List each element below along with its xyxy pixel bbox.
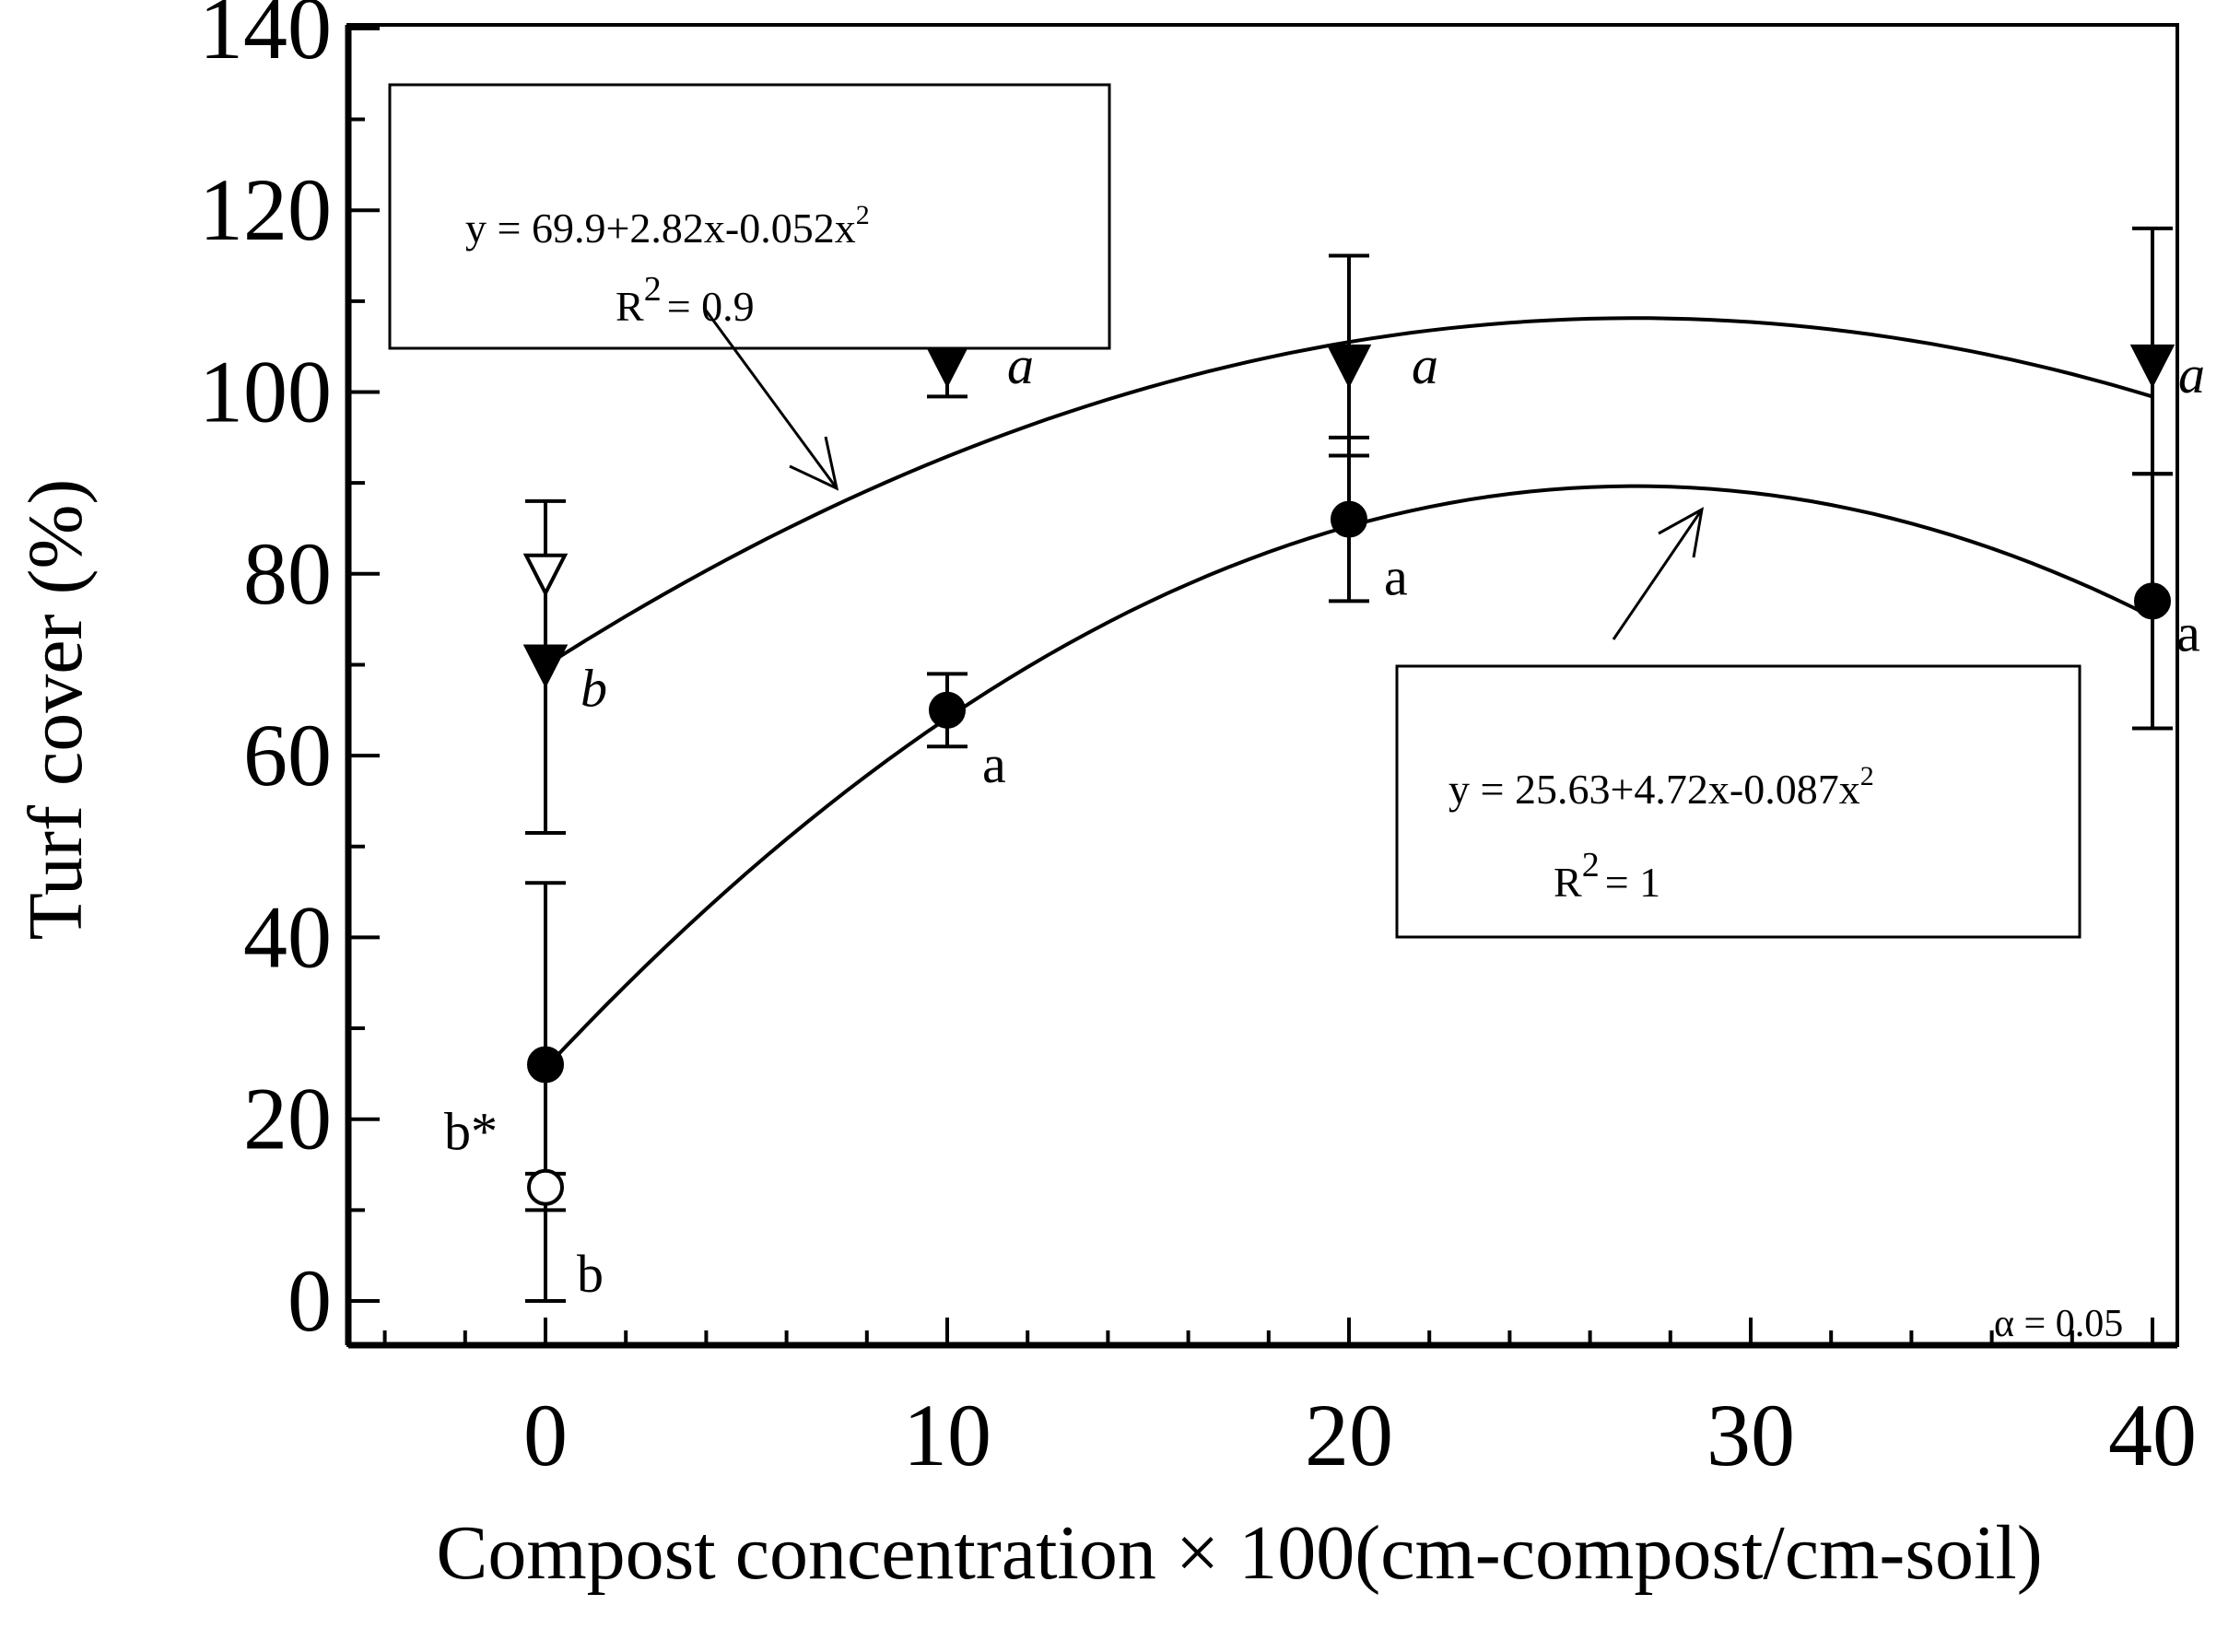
y-tick-label: 20 [243,1070,332,1168]
significance-label: b [581,658,607,718]
significance-label: b [577,1244,604,1304]
y-tick-label: 60 [243,706,332,804]
triangle-marker [522,644,569,688]
circle-marker [929,691,966,729]
significance-label: a [2176,603,2200,662]
y-tick-label: 0 [287,1251,332,1350]
y-tick-label: 40 [243,887,332,986]
triangle-marker [1326,344,1372,389]
y-tick-label: 100 [199,343,332,441]
r2-upper: R2 = 0.9 [616,270,755,330]
open-circle-marker [527,1168,564,1206]
arrow-upper [702,307,839,491]
x-tick-label: 10 [903,1386,991,1484]
y-tick-label: 80 [243,524,332,623]
significance-label: a [1384,547,1408,607]
alpha-note: α = 0.05 [1994,1303,2123,1345]
equation-box-lower [1395,664,2082,939]
equation-lower: y = 25.63+4.72x-0.087x2 [1448,761,1874,813]
x-tick-label: 30 [1706,1386,1795,1484]
triangle-marker [924,344,970,389]
r2-lower: R2 = 1 [1554,846,1660,906]
arrow-lower [1612,507,1705,640]
y-tick-label: 140 [199,0,332,77]
y-axis-title: Turf cover (%) [13,479,99,941]
equation-box-upper [388,83,1111,350]
significance-label: a [1412,335,1438,395]
x-tick-label: 40 [2108,1386,2197,1484]
circle-marker [1331,500,1367,538]
triangle-marker [2129,344,2175,389]
x-tick-label: 0 [523,1386,568,1484]
x-tick-label: 20 [1305,1386,1393,1484]
equation-upper: y = 69.9+2.82x-0.052x2 [465,200,870,252]
significance-label: b* [444,1102,498,1162]
circle-marker [2134,582,2171,620]
significance-label: a [982,734,1006,794]
y-tick-label: 120 [199,160,332,259]
x-axis-title: Compost concentration × 100(cm-compost/c… [436,1510,2042,1596]
circle-marker [527,1046,564,1084]
significance-label: a [2178,345,2205,404]
open-triangle-marker [522,553,569,598]
